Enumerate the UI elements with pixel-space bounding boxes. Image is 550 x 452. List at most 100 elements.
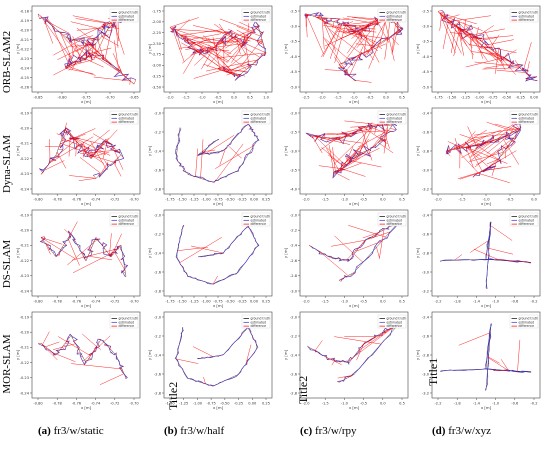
legend-entry: estimated — [387, 218, 403, 222]
legend-entry: difference — [519, 120, 535, 124]
y-tick-label: -0.23 — [20, 57, 29, 61]
x-tick-label: -0.6 — [511, 402, 519, 406]
x-tick-label: -2.0 — [434, 198, 442, 202]
y-tick-label: -2.4 — [154, 251, 162, 255]
legend-entry: estimated — [251, 14, 267, 18]
legend-entry: estimated — [119, 14, 135, 18]
y-tick-label: -2.6 — [422, 334, 430, 338]
y-tick-label: -2.6 — [422, 232, 430, 236]
panel-0-3: -1.75 -1.50 -1.25 -1.00 -0.75 -0.50 -0.25 0.00 -… — [415, 5, 541, 104]
x-tick-label: 0.25 — [262, 402, 270, 406]
legend-entry: estimated — [387, 14, 403, 18]
y-tick-label: -0.24 — [20, 289, 30, 293]
x-tick-label: -0.2 — [530, 402, 537, 406]
y-tick-label: -0.20 — [20, 331, 30, 335]
x-tick-label: 0.00 — [248, 402, 257, 406]
legend-entry: difference — [519, 324, 535, 328]
y-tick-label: -2.8 — [422, 353, 430, 357]
x-tick-label: -0.74 — [91, 300, 101, 304]
y-axis-label: y [m] — [415, 349, 420, 360]
y-tick-label: -3.00 — [152, 64, 162, 68]
y-tick-label: -2.5 — [290, 130, 297, 134]
y-tick-label: -2.5 — [422, 9, 429, 13]
y-tick-label: -0.24 — [20, 391, 30, 395]
x-tick-label: -0.70 — [129, 300, 139, 304]
x-tick-label: -1.50 — [177, 300, 187, 304]
y-tick-label: -0.20 — [20, 229, 30, 233]
x-tick-label: 0.25 — [262, 198, 270, 202]
y-tick-label: -4.0 — [422, 55, 430, 59]
x-tick-label: -1.0 — [492, 402, 500, 406]
y-tick-label: -2.8 — [154, 391, 162, 395]
x-tick-label: -0.76 — [72, 402, 82, 406]
y-tick-label: -2.0 — [154, 315, 162, 319]
x-axis-label: x [m] — [481, 99, 492, 104]
col-caption-d-text: fr3/w/xyz — [445, 425, 491, 437]
x-tick-label: -1.5 — [458, 198, 465, 202]
x-tick-label: -0.72 — [110, 300, 119, 304]
x-tick-label: -2.2 — [434, 300, 441, 304]
x-tick-label: 0.5 — [399, 300, 405, 304]
y-tick-label: -3.0 — [422, 168, 430, 172]
y-tick-label: -3.5 — [290, 40, 297, 44]
y-tick-label: -3.0 — [290, 25, 298, 29]
y-tick-label: -0.24 — [20, 66, 30, 70]
y-axis-label: y [m] — [283, 349, 288, 360]
x-tick-label: -0.75 — [206, 402, 215, 406]
x-tick-label: -1.75 — [433, 96, 442, 100]
legend-entry: difference — [119, 222, 135, 226]
legend-entry: ground truth — [519, 11, 539, 15]
x-tick-label: -0.5 — [506, 198, 513, 202]
difference-lines — [169, 17, 267, 81]
y-tick-label: -4.5 — [290, 70, 297, 74]
y-axis-label: y [m] — [15, 145, 20, 156]
y-tick-label: -2.4 — [422, 315, 430, 319]
y-tick-label: -0.21 — [20, 142, 29, 146]
y-tick-label: -0.19 — [20, 213, 30, 217]
col-caption-b: (b) fr3/w/half — [164, 425, 224, 437]
x-tick-label: -0.76 — [72, 300, 82, 304]
x-tick-label: -0.72 — [110, 198, 119, 202]
legend-entry: estimated — [519, 14, 535, 18]
y-tick-label: -0.25 — [20, 76, 29, 80]
y-axis-label: y [m] — [283, 247, 288, 258]
y-tick-label: -0.21 — [20, 38, 29, 42]
panel-1-0: -0.80 -0.78 -0.76 -0.74 -0.72 -0.70 -0.19 -0.20… — [15, 107, 141, 206]
x-tick-label: 0.00 — [250, 300, 259, 304]
legend-entry: difference — [251, 18, 267, 22]
x-tick-label: -2.2 — [434, 402, 441, 406]
col-caption-a: (a) fr3/w/static — [38, 425, 104, 437]
y-tick-label: -0.21 — [20, 244, 29, 248]
panel-0-2: -2.5 -2.0 -1.5 -1.0 -0.5 0.0 0.5 -2.5 -3.0 -3.5 -4… — [283, 5, 409, 104]
difference-lines — [39, 122, 124, 181]
legend-entry: estimated — [119, 218, 135, 222]
x-axis-label: x [m] — [213, 303, 224, 308]
x-tick-label: -0.74 — [91, 198, 101, 202]
x-tick-label: -2.0 — [302, 402, 310, 406]
y-tick-label: -2.50 — [152, 42, 162, 46]
legend-entry: ground truth — [251, 113, 271, 117]
panel-1-1: -1.75 -1.50 -1.25 -1.00 -0.75 -0.50 -0.25 0.00 0… — [147, 107, 273, 206]
legend-entry: difference — [387, 18, 403, 22]
x-tick-label: -1.5 — [182, 96, 189, 100]
x-axis-label: x [m] — [481, 405, 492, 410]
x-tick-label: -1.0 — [341, 402, 349, 406]
y-tick-label: -0.20 — [20, 127, 30, 131]
x-tick-label: -1.5 — [322, 300, 329, 304]
x-tick-label: -1.0 — [341, 198, 349, 202]
x-tick-label: -0.80 — [33, 198, 43, 202]
x-tick-label: 0.0 — [380, 300, 386, 304]
x-axis-label: x [m] — [349, 303, 360, 308]
y-axis-label: y [m] — [147, 145, 152, 156]
legend-entry: estimated — [519, 218, 535, 222]
x-tick-label: 0.5 — [399, 96, 405, 100]
x-tick-label: -1.4 — [473, 402, 481, 406]
col-caption-c-text: fr3/w/rpy — [312, 425, 357, 437]
y-tick-label: -2.8 — [290, 274, 298, 278]
legend-entry: ground truth — [251, 11, 271, 15]
x-tick-label: -0.50 — [502, 96, 512, 100]
x-tick-label: -1.25 — [189, 198, 198, 202]
legend-entry: ground truth — [119, 11, 139, 15]
legend-entry: estimated — [251, 320, 267, 324]
legend-entry: ground truth — [387, 215, 407, 219]
